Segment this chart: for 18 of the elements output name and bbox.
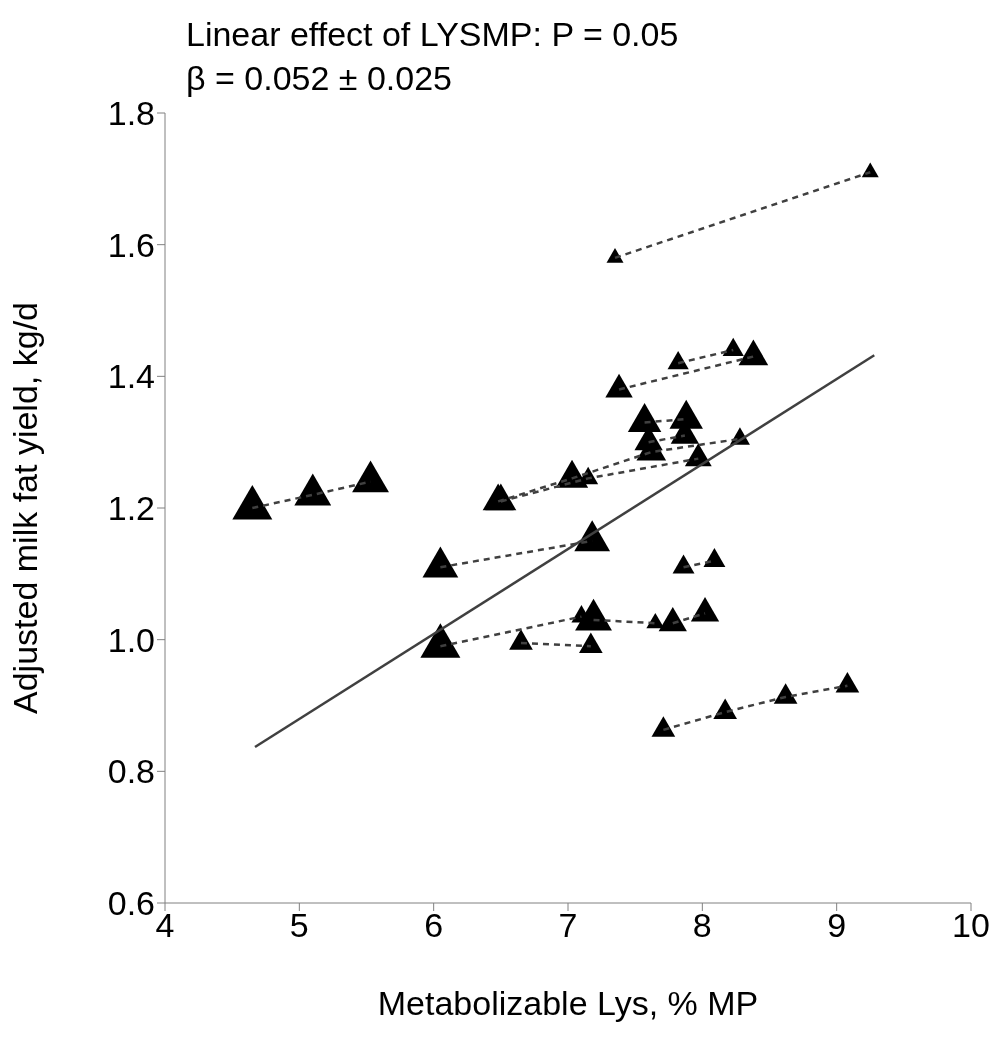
x-tick-label: 6 [424, 906, 444, 945]
x-tick-label: 9 [827, 906, 847, 945]
y-tick-label: 0.6 [107, 884, 155, 923]
y-tick-label: 1.4 [107, 357, 155, 396]
x-tick-label: 5 [289, 906, 309, 945]
x-axis-title: Metabolizable Lys, % MP [377, 984, 759, 1022]
y-tick-label: 1.8 [107, 94, 155, 133]
y-tick-label: 1.6 [107, 225, 155, 264]
x-tick-label: 8 [692, 906, 712, 945]
y-tick-label: 1.0 [107, 620, 155, 659]
chart-title: Linear effect of LYSMP: P = 0.05 [186, 14, 679, 55]
x-tick-label: 4 [155, 906, 175, 945]
y-tick-label: 1.2 [107, 489, 155, 528]
x-tick-label: 7 [558, 906, 578, 945]
chart-subtitle: β = 0.052 ± 0.025 [186, 58, 454, 99]
y-tick-label: 0.8 [107, 752, 155, 791]
x-tick-label: 10 [952, 906, 990, 945]
y-axis-title: Adjusted milk fat yield, kg/d [6, 302, 45, 714]
